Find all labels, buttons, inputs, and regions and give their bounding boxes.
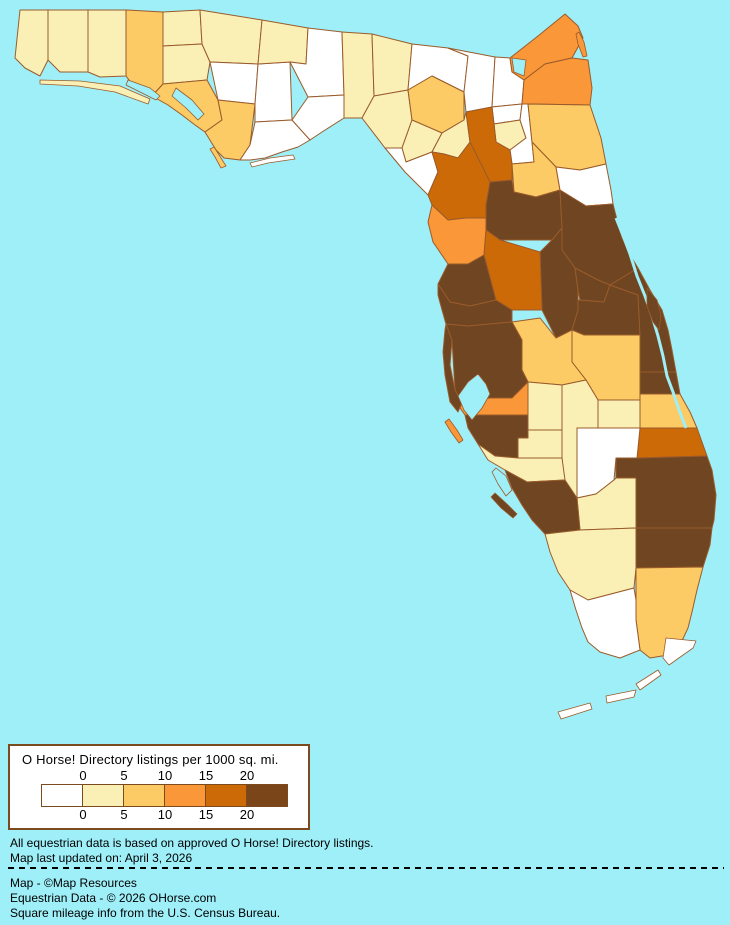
legend-tick-top-20: 20	[239, 768, 255, 783]
county-collier	[544, 527, 637, 601]
county-st-lucie	[639, 393, 698, 429]
legend-tick-top-5: 5	[120, 768, 128, 783]
legend-swatch-4	[206, 785, 247, 806]
county-gadsden	[257, 19, 309, 65]
county-monroe	[569, 587, 641, 659]
county-layer	[14, 9, 717, 659]
legend-swatch-2	[124, 785, 165, 806]
island-st-george-island	[249, 154, 296, 168]
county-washington	[162, 43, 211, 85]
legend-swatch-0	[42, 785, 83, 806]
island-anna-maria-island	[444, 418, 464, 444]
legend-box: O Horse! Directory listings per 1000 sq.…	[8, 744, 310, 830]
legend-tick-top-15: 15	[198, 768, 214, 783]
island-keys-middle	[635, 669, 662, 691]
data-source-note: All equestrian data is based on approved…	[10, 836, 374, 850]
legend-tick-top-10: 10	[157, 768, 173, 783]
equestrian-data-credit: Equestrian Data - © 2026 OHorse.com	[10, 891, 217, 905]
county-escambia	[14, 9, 49, 77]
island-st-joseph-spit	[209, 146, 227, 169]
legend-tick-bottom-0: 0	[79, 807, 87, 822]
island-merritt-island	[646, 287, 662, 331]
island-key-largo	[662, 637, 697, 666]
county-pinellas	[442, 323, 463, 413]
county-okeechobee	[597, 399, 641, 429]
county-sarasota	[464, 414, 529, 459]
water-st-marys-inlet	[511, 57, 527, 77]
water-charlotte-harbor	[491, 467, 513, 497]
legend-swatch-3	[165, 785, 206, 806]
florida-choropleth-map	[14, 9, 717, 720]
county-gulf	[204, 99, 256, 161]
legend-tick-bottom-20: 20	[239, 807, 255, 822]
legend-swatch-1	[83, 785, 124, 806]
island-amelia-island	[575, 31, 588, 58]
legend-tick-bottom-5: 5	[120, 807, 128, 822]
county-martin	[636, 427, 708, 459]
water-indian-river-lagoon	[614, 217, 688, 429]
county-liberty	[254, 61, 293, 123]
legend-title: O Horse! Directory listings per 1000 sq.…	[22, 752, 279, 767]
census-credit: Square mileage info from the U.S. Census…	[10, 906, 281, 920]
legend-tick-top-0: 0	[79, 768, 87, 783]
island-sanibel-island	[490, 492, 518, 519]
legend-tick-bottom-15: 15	[198, 807, 214, 822]
island-keys-lower	[605, 689, 637, 704]
legend-swatch-5	[247, 785, 287, 806]
county-broward	[635, 527, 713, 569]
county-santa-rosa	[47, 9, 89, 73]
island-santa-rosa-island	[39, 79, 151, 105]
county-calhoun	[209, 61, 259, 105]
dashed-separator	[8, 867, 724, 869]
county-nassau	[509, 13, 584, 81]
map-credit: Map - ©Map Resources	[10, 876, 137, 890]
legend-tick-bottom-10: 10	[157, 807, 173, 822]
county-jackson	[199, 9, 263, 65]
last-updated-note: Map last updated on: April 3, 2026	[10, 851, 193, 865]
legend-ticks-bottom: 0 5 10 15 20	[10, 807, 308, 822]
county-hardee	[527, 381, 563, 431]
county-madison	[371, 33, 413, 97]
county-holmes	[162, 9, 203, 47]
island-keys-west	[557, 702, 593, 720]
inland-water-layer	[125, 57, 688, 497]
water-st-andrew-bay	[171, 87, 205, 121]
legend-ticks-top: 0 5 10 15 20	[10, 768, 308, 783]
water-choctawhatchee-bay	[125, 79, 161, 101]
legend-color-bar	[41, 784, 288, 807]
county-okaloosa	[87, 9, 127, 78]
water-tampa-bay	[457, 373, 491, 421]
barrier-island-layer	[39, 31, 697, 720]
